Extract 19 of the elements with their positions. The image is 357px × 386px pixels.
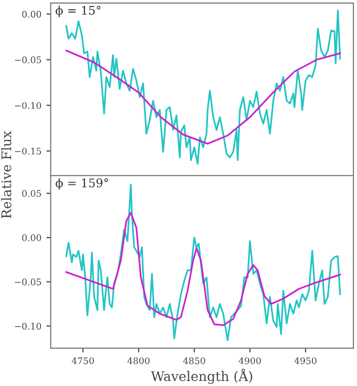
x-tick-label: 4750 [72,357,94,364]
line-series [65,50,341,145]
annotation: ϕ = 15° [56,6,100,18]
x-tick-label: 4850 [183,357,206,364]
y-tick-label: −0.15 [14,148,41,155]
y-tick-label: −0.05 [14,278,41,286]
x-tick-label: 4800 [127,357,150,364]
y-axis-title: Relative Flux [1,130,12,218]
x-tick-label: 4900 [238,357,261,364]
y-tick-label: −0.10 [14,322,42,330]
y-tick-label: −0.05 [14,56,41,64]
x-axis-title: Wavelength (Å) [150,368,252,384]
y-tick-label: 0.05 [22,190,41,197]
annotation: ϕ = 159° [56,178,108,190]
y-tick-label: 0.00 [22,10,42,18]
y-tick-label: 0.00 [22,234,42,242]
x-tick-label: 4950 [294,357,316,364]
y-tick-label: −0.10 [14,102,42,109]
line-series [65,212,341,326]
